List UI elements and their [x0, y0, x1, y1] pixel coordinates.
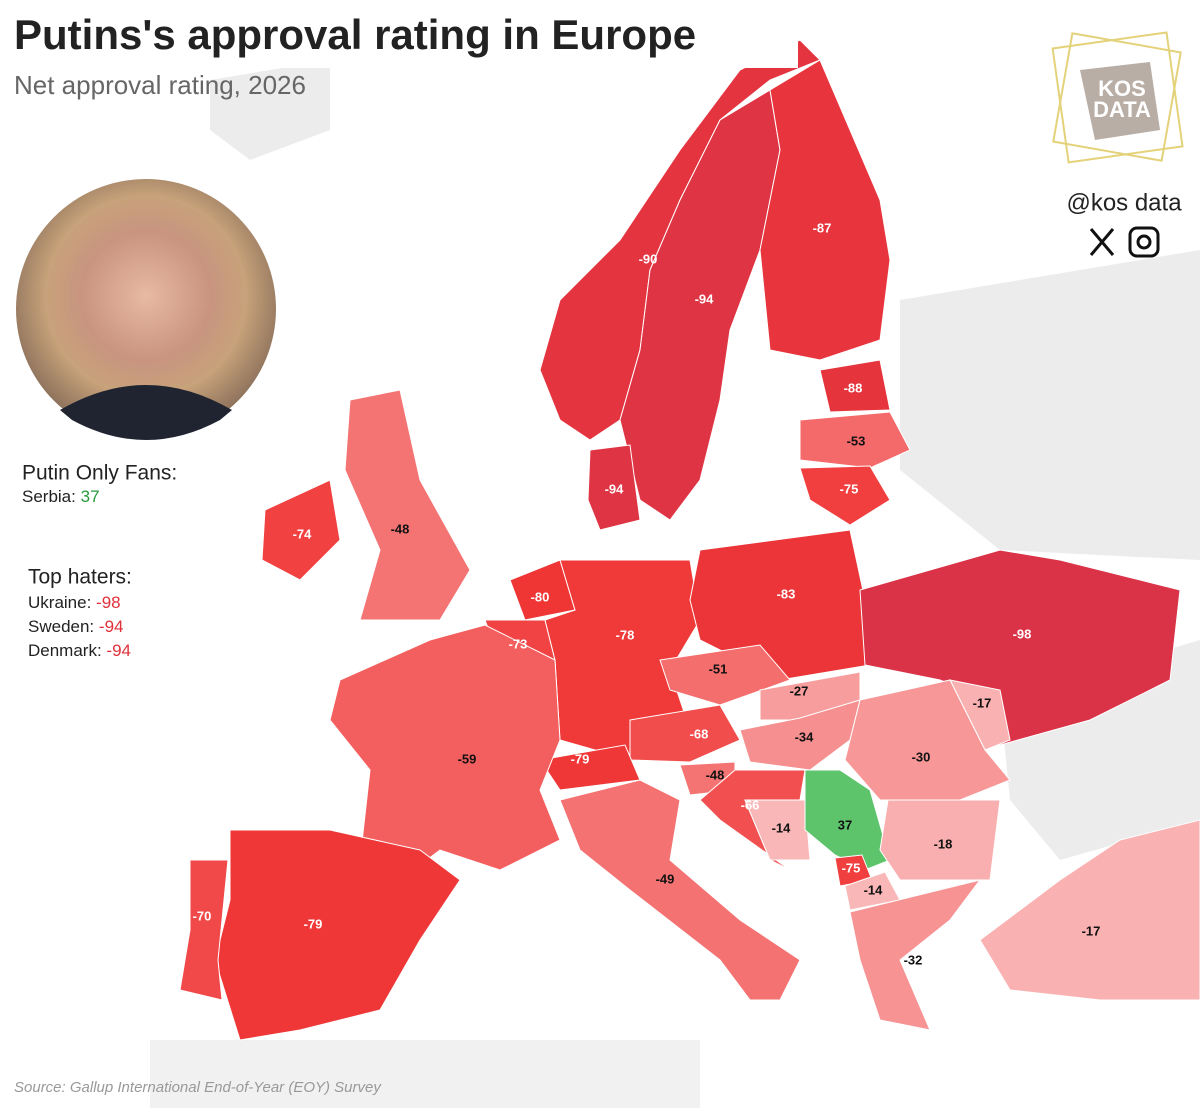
- item-value: -94: [99, 617, 124, 636]
- value-label: -59: [458, 751, 477, 766]
- country-region: [539, 39, 821, 441]
- value-label: 37: [838, 817, 852, 832]
- value-label: -73: [509, 636, 528, 651]
- list-item: Sweden: -94: [28, 617, 123, 636]
- instagram-icon: [1128, 226, 1160, 258]
- value-label: -75: [842, 860, 861, 875]
- country-region: [329, 624, 561, 881]
- subtitle: Net approval rating, 2026: [14, 70, 306, 100]
- value-label: -90: [639, 251, 658, 266]
- country-region: [744, 799, 811, 861]
- logo: KOS DATA: [1051, 31, 1184, 164]
- item-label: Sweden:: [28, 617, 94, 636]
- portrait-suit: [60, 385, 232, 440]
- value-label: -51: [709, 661, 728, 676]
- country-region: [804, 769, 891, 871]
- portrait: [16, 179, 276, 440]
- value-label: -48: [391, 521, 410, 536]
- country-region: [879, 799, 1001, 881]
- x-icon: [1089, 228, 1115, 256]
- value-label: -87: [813, 220, 832, 235]
- country-region: [859, 549, 1181, 746]
- land-africa: [150, 1040, 700, 1108]
- value-label: -34: [795, 729, 815, 744]
- item-label: Denmark:: [28, 641, 102, 660]
- fans-list: Serbia: 37: [22, 487, 100, 506]
- value-label: -75: [840, 481, 859, 496]
- value-label: -78: [616, 627, 635, 642]
- value-label: -14: [772, 820, 792, 835]
- value-label: -94: [695, 291, 715, 306]
- country-region: [689, 529, 871, 681]
- item-value: 37: [81, 487, 100, 506]
- country-region: [261, 479, 341, 581]
- instagram-icon: [1136, 234, 1152, 250]
- country-region: [629, 704, 741, 763]
- value-label: -32: [904, 952, 923, 967]
- value-label: -79: [571, 751, 590, 766]
- value-label: -49: [656, 871, 675, 886]
- value-label: -17: [1082, 923, 1101, 938]
- value-label: -79: [304, 916, 323, 931]
- value-label: -18: [934, 836, 953, 851]
- item-value: -94: [106, 641, 131, 660]
- country-region: [619, 89, 781, 521]
- value-label: -17: [973, 695, 992, 710]
- source: Source: Gallup International End-of-Year…: [14, 1079, 382, 1096]
- value-label: -66: [741, 797, 760, 812]
- value-label: -80: [531, 589, 550, 604]
- value-label: -74: [293, 526, 313, 541]
- fans-heading: Putin Only Fans:: [22, 462, 177, 485]
- value-label: -14: [864, 882, 884, 897]
- land-iceland: [210, 60, 330, 160]
- map: -90 -94 -87 -88 -53 -75 -94 -74 -48 -80 -73 -78 -83 -…: [179, 39, 1200, 1041]
- value-label: -68: [690, 726, 709, 741]
- social-icons: [1089, 226, 1160, 258]
- country-region: [849, 879, 982, 1031]
- value-label: -48: [706, 767, 725, 782]
- title-bg: [8, 8, 798, 68]
- handle: @kos data: [1066, 189, 1182, 216]
- title: Putins's approval rating in Europe: [14, 11, 696, 58]
- value-label: -83: [777, 586, 796, 601]
- item-label: Serbia:: [22, 487, 76, 506]
- country-region: [659, 644, 791, 706]
- logo-frame: [1052, 32, 1182, 162]
- country-region: [819, 359, 891, 413]
- country-region: [759, 59, 891, 361]
- logo-shape: [1080, 62, 1160, 140]
- value-label: -70: [193, 908, 212, 923]
- country-region: [344, 389, 471, 621]
- land-russia: [900, 250, 1200, 560]
- logo-text: DATA: [1093, 97, 1151, 122]
- country-region: [559, 779, 801, 1001]
- item-value: -98: [96, 593, 121, 612]
- list-item: Denmark: -94: [28, 641, 131, 660]
- country-region: [979, 819, 1200, 1001]
- value-label: -94: [605, 481, 625, 496]
- haters-heading: Top haters:: [28, 566, 132, 589]
- list-item: Serbia: 37: [22, 487, 100, 506]
- country-region: [179, 859, 229, 1001]
- value-label: -30: [912, 749, 931, 764]
- country-region: [799, 465, 891, 526]
- logo-text: KOS: [1098, 76, 1146, 101]
- value-label: -88: [844, 380, 863, 395]
- country-region: [799, 411, 911, 469]
- item-label: Ukraine:: [28, 593, 91, 612]
- portrait-circle: [16, 179, 276, 439]
- value-label: -98: [1013, 626, 1032, 641]
- list-item: Ukraine: -98: [28, 593, 121, 612]
- value-label: -53: [847, 433, 866, 448]
- value-label: -27: [790, 683, 809, 698]
- country-region: [587, 444, 641, 531]
